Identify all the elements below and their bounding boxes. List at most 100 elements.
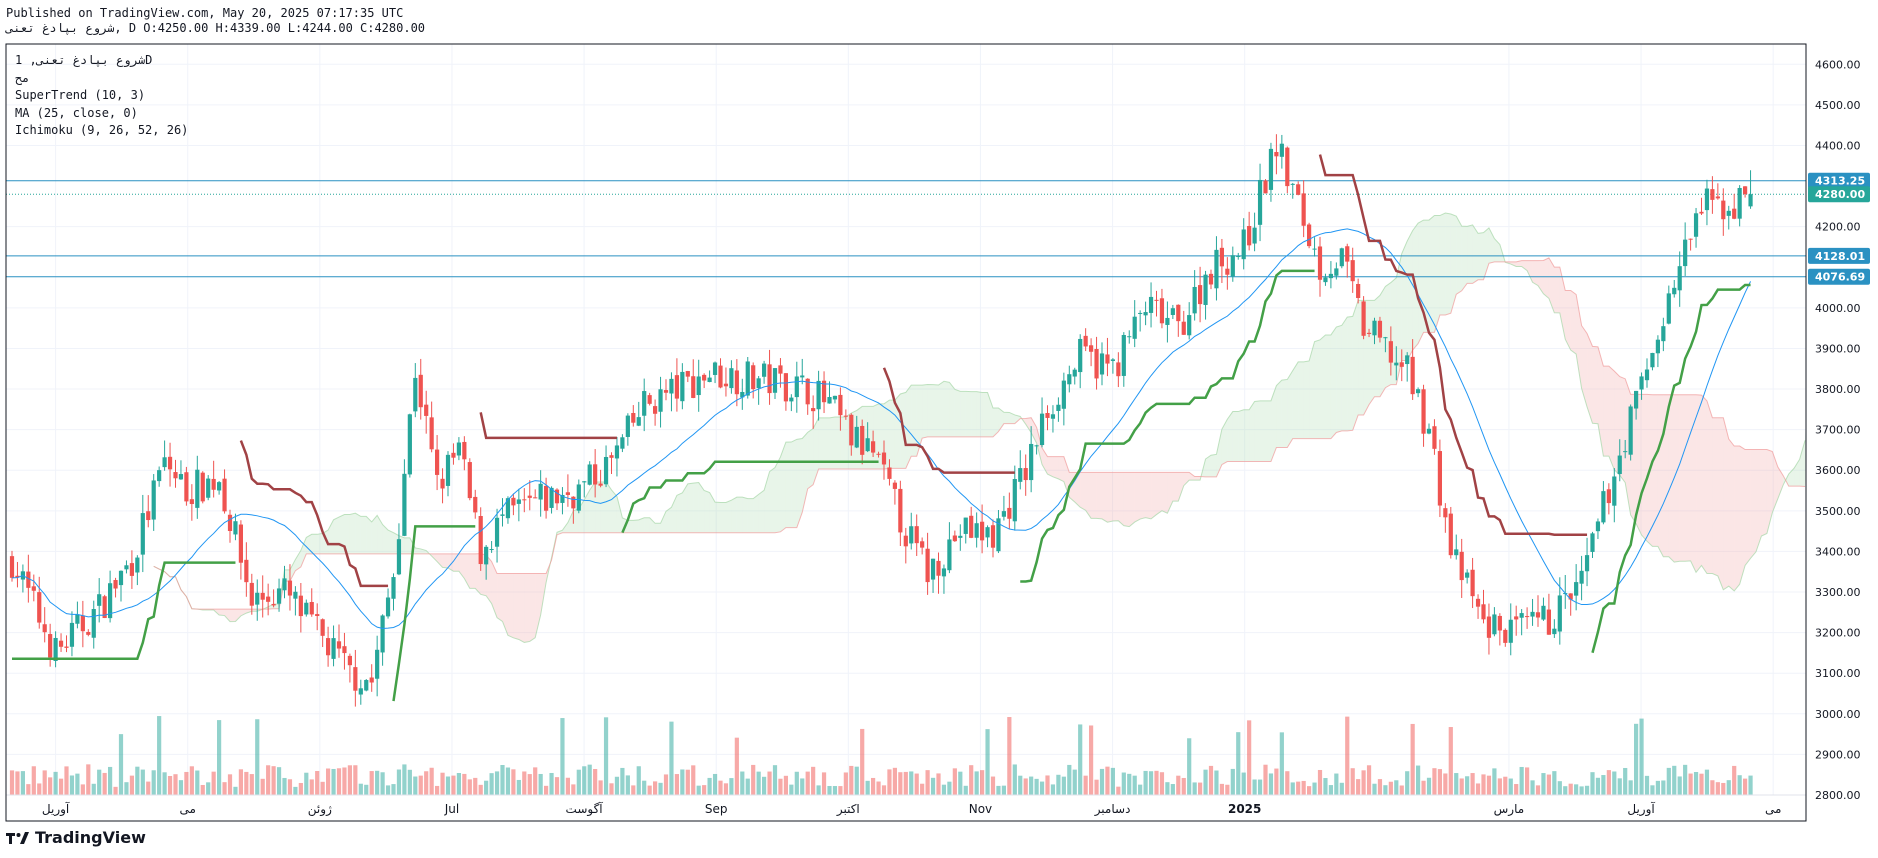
candle-body[interactable]: [914, 526, 919, 544]
candle-body[interactable]: [723, 383, 729, 387]
candle-body[interactable]: [680, 371, 685, 402]
candle-body[interactable]: [1579, 570, 1584, 584]
candle-body[interactable]: [658, 389, 663, 412]
candle-body[interactable]: [838, 394, 843, 416]
candle-body[interactable]: [58, 640, 64, 647]
candle-body[interactable]: [674, 375, 679, 399]
candle-body[interactable]: [1699, 211, 1704, 214]
candle-body[interactable]: [1416, 389, 1421, 394]
candle-body[interactable]: [1634, 390, 1639, 409]
candle-body[interactable]: [445, 454, 451, 486]
candle-body[interactable]: [1361, 301, 1366, 336]
candle-body[interactable]: [484, 546, 489, 565]
candle-body[interactable]: [1045, 412, 1050, 418]
candle-body[interactable]: [353, 667, 358, 691]
candle-body[interactable]: [1219, 247, 1224, 267]
candle-body[interactable]: [1257, 179, 1263, 225]
candle-body[interactable]: [1508, 619, 1513, 643]
candle-body[interactable]: [391, 577, 396, 599]
candle-body[interactable]: [385, 597, 391, 617]
candle-body[interactable]: [718, 365, 723, 388]
candle-body[interactable]: [48, 634, 53, 658]
candle-body[interactable]: [996, 518, 1001, 552]
candle-body[interactable]: [1405, 355, 1410, 365]
candle-body[interactable]: [1301, 193, 1306, 226]
candle-body[interactable]: [642, 391, 647, 416]
candle-body[interactable]: [1704, 188, 1710, 211]
candle-body[interactable]: [1568, 593, 1573, 600]
candle-body[interactable]: [1350, 260, 1355, 282]
candle-body[interactable]: [364, 680, 369, 691]
candle-body[interactable]: [189, 499, 194, 505]
candle-body[interactable]: [1721, 200, 1726, 220]
candle-body[interactable]: [892, 482, 897, 489]
candle-body[interactable]: [1492, 614, 1497, 635]
candle-body[interactable]: [1737, 187, 1742, 219]
candle-body[interactable]: [1236, 256, 1241, 258]
candle-body[interactable]: [206, 478, 211, 498]
candle-body[interactable]: [794, 376, 799, 398]
candle-body[interactable]: [1159, 298, 1165, 324]
candle-body[interactable]: [157, 470, 162, 482]
candle-body[interactable]: [1268, 148, 1274, 190]
candle-body[interactable]: [778, 365, 783, 374]
candle-body[interactable]: [1432, 426, 1437, 449]
candle-body[interactable]: [500, 514, 505, 516]
candle-body[interactable]: [816, 380, 821, 410]
candle-body[interactable]: [184, 472, 189, 502]
candle-body[interactable]: [222, 478, 227, 512]
candle-body[interactable]: [1394, 362, 1399, 366]
candle-body[interactable]: [554, 489, 560, 504]
candle-body[interactable]: [282, 578, 287, 591]
candle-body[interactable]: [108, 583, 113, 619]
candle-body[interactable]: [631, 413, 636, 423]
candle-body[interactable]: [1481, 604, 1486, 620]
candle-body[interactable]: [860, 425, 865, 455]
candle-body[interactable]: [685, 371, 690, 377]
candle-body[interactable]: [1056, 404, 1061, 411]
candle-body[interactable]: [1710, 189, 1715, 200]
candle-body[interactable]: [320, 619, 325, 636]
candle-body[interactable]: [1743, 186, 1748, 195]
candle-body[interactable]: [146, 511, 151, 521]
candle-body[interactable]: [435, 449, 440, 475]
candle-body[interactable]: [1443, 508, 1448, 518]
candle-body[interactable]: [1715, 196, 1720, 199]
candle-body[interactable]: [380, 615, 385, 653]
candle-body[interactable]: [1252, 227, 1257, 244]
candle-body[interactable]: [1339, 248, 1344, 267]
candle-body[interactable]: [440, 478, 445, 489]
candle-body[interactable]: [1121, 335, 1126, 376]
candle-body[interactable]: [473, 496, 478, 513]
candle-body[interactable]: [467, 462, 472, 499]
candle-body[interactable]: [805, 378, 810, 405]
candle-body[interactable]: [1187, 315, 1192, 336]
candle-body[interactable]: [53, 637, 58, 661]
candle-body[interactable]: [565, 492, 570, 495]
candle-body[interactable]: [1203, 274, 1208, 305]
candle-body[interactable]: [1623, 451, 1628, 453]
candle-body[interactable]: [238, 524, 243, 563]
candle-body[interactable]: [1410, 356, 1415, 395]
candle-body[interactable]: [789, 397, 794, 402]
candle-body[interactable]: [1099, 353, 1105, 375]
candle-body[interactable]: [712, 362, 718, 375]
candle-body[interactable]: [1001, 511, 1006, 517]
candle-body[interactable]: [413, 377, 418, 412]
candle-body[interactable]: [1285, 147, 1290, 187]
candle-body[interactable]: [1072, 369, 1077, 377]
candle-body[interactable]: [538, 483, 543, 500]
candle-body[interactable]: [407, 414, 412, 475]
candle-body[interactable]: [1421, 389, 1426, 434]
candle-body[interactable]: [315, 614, 320, 616]
candle-body[interactable]: [1181, 321, 1186, 335]
candle-body[interactable]: [124, 565, 129, 570]
candle-body[interactable]: [1448, 513, 1453, 556]
candle-body[interactable]: [691, 376, 696, 398]
candle-body[interactable]: [304, 602, 309, 615]
candle-body[interactable]: [821, 380, 827, 403]
candle-body[interactable]: [1732, 208, 1737, 219]
candle-body[interactable]: [1525, 616, 1530, 618]
candle-body[interactable]: [620, 437, 625, 449]
